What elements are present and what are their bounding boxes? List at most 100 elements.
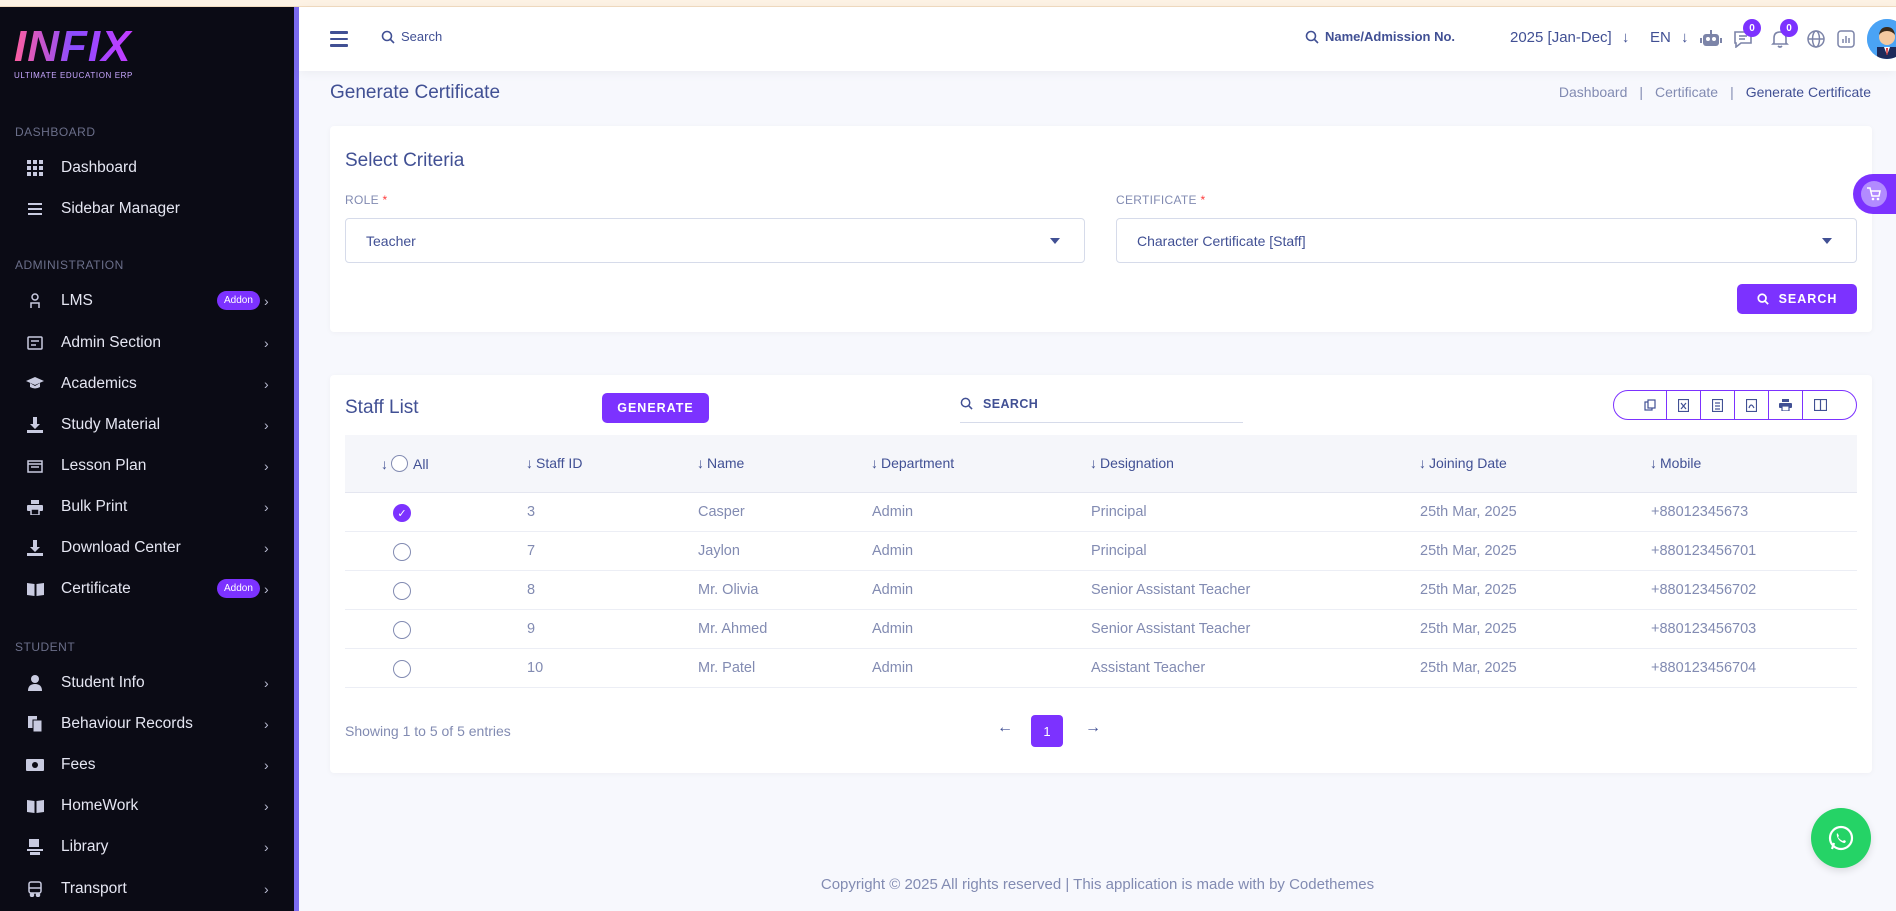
lesson-icon [26,457,44,475]
sidebar-item-dashboard[interactable]: Dashboard [0,150,290,186]
breadcrumb-separator: | [1730,84,1734,100]
download-icon [26,416,44,434]
header-search[interactable]: Search [381,29,442,44]
sidebar-item-transport[interactable]: Transport › [0,871,290,907]
chevron-right-icon: › [264,417,269,433]
bell-icon[interactable]: 0 [1768,19,1798,51]
table-search-input[interactable]: SEARCH [960,385,1243,423]
student-search[interactable]: Name/Admission No. [1305,29,1455,44]
cell-designation: Principal [1091,543,1147,559]
cell-mobile: +88012345673 [1651,504,1749,520]
column-all[interactable]: ↓ All [381,455,429,472]
table-header: ↓ All ↓ Staff ID ↓ Name ↓ Department ↓ D… [345,435,1857,493]
column-mobile[interactable]: ↓ Mobile [1650,455,1701,471]
language-label: EN [1650,29,1671,46]
column-name[interactable]: ↓ Name [697,455,744,471]
language-selector[interactable]: EN ↓ [1650,29,1689,46]
sidebar-item-label: Academics [61,375,137,392]
chevron-right-icon: › [264,293,269,309]
user-avatar[interactable] [1867,19,1896,59]
menu-icon [26,200,44,218]
cell-mobile: +880123456704 [1651,660,1757,676]
select-all-radio[interactable] [391,455,408,472]
sidebar-item-sidebar-manager[interactable]: Sidebar Manager [0,191,290,227]
sidebar-item-homework[interactable]: HomeWork › [0,788,290,824]
search-button-label: SEARCH [1778,292,1838,306]
generate-button[interactable]: GENERATE [602,393,709,423]
row-checkbox-checked[interactable]: ✓ [393,504,411,522]
sidebar-item-bulk-print[interactable]: Bulk Print › [0,489,290,525]
cell-joining-date: 25th Mar, 2025 [1420,582,1517,598]
hamburger-menu-icon[interactable] [330,31,348,51]
library-icon [26,838,44,856]
column-department[interactable]: ↓ Department [871,455,954,471]
session-selector[interactable]: 2025 [Jan-Dec] ↓ [1510,29,1629,46]
chevron-right-icon: › [264,716,269,732]
sidebar-item-admin-section[interactable]: Admin Section › [0,325,290,361]
sidebar-item-lms[interactable]: LMS Addon › [0,283,290,319]
sidebar-item-student-info[interactable]: Student Info › [0,665,290,701]
chevron-right-icon: › [264,458,269,474]
cell-mobile: +880123456703 [1651,621,1757,637]
next-page-arrow-icon[interactable]: → [1085,719,1101,736]
pdf-icon[interactable] [1735,391,1769,419]
table-row[interactable]: 9 Mr. Ahmed Admin Senior Assistant Teach… [345,610,1857,649]
money-icon [26,756,44,774]
breadcrumb-dashboard[interactable]: Dashboard [1558,84,1628,100]
prev-page-arrow-icon[interactable]: ← [997,719,1013,736]
print-icon[interactable] [1769,391,1803,419]
column-designation[interactable]: ↓ Designation [1090,455,1174,471]
whatsapp-icon [1828,825,1854,851]
row-checkbox[interactable] [393,543,411,561]
copy-icon[interactable] [1633,391,1667,419]
sidebar-item-lesson-plan[interactable]: Lesson Plan › [0,448,290,484]
logo[interactable]: INFIX ULTIMATE EDUCATION ERP [14,25,133,81]
chevron-right-icon: › [264,798,269,814]
breadcrumb-certificate[interactable]: Certificate [1655,84,1719,100]
cell-staff-id: 8 [527,582,536,598]
excel-icon[interactable] [1667,391,1701,419]
sidebar-item-academics[interactable]: Academics › [0,366,290,402]
lms-icon [26,292,44,310]
certificate-select[interactable]: Character Certificate [Staff] [1116,218,1857,263]
addon-badge: Addon [217,291,260,310]
chevron-right-icon: › [264,376,269,392]
chevron-right-icon: › [264,335,269,351]
reports-icon[interactable] [1834,27,1858,51]
row-checkbox[interactable] [393,582,411,600]
column-joining-date[interactable]: ↓ Joining Date [1419,455,1507,471]
staff-list-title: Staff List [345,397,419,418]
required-mark: * [382,193,388,207]
role-label-text: ROLE [345,193,379,207]
cell-designation: Senior Assistant Teacher [1091,582,1251,598]
sidebar-item-certificate[interactable]: Certificate Addon › [0,571,290,607]
whatsapp-button[interactable] [1811,808,1871,868]
sidebar-item-download-center[interactable]: Download Center › [0,530,290,566]
globe-icon[interactable] [1804,27,1828,51]
sidebar-item-behaviour-records[interactable]: Behaviour Records › [0,706,290,742]
search-button[interactable]: SEARCH [1737,284,1857,314]
sidebar-item-study-material[interactable]: Study Material › [0,407,290,443]
role-select[interactable]: Teacher [345,218,1085,263]
sidebar-item-fees[interactable]: Fees › [0,747,290,783]
row-checkbox[interactable] [393,621,411,639]
sidebar-item-label: Lesson Plan [61,457,147,474]
breadcrumb-current: Generate Certificate [1745,84,1871,100]
table-row[interactable]: 7 Jaylon Admin Principal 25th Mar, 2025 … [345,532,1857,571]
table-row[interactable]: ✓ 3 Casper Admin Principal 25th Mar, 202… [345,493,1857,532]
robot-icon[interactable] [1699,27,1723,51]
csv-icon[interactable] [1701,391,1735,419]
certificate-label-text: CERTIFICATE [1116,193,1197,207]
sidebar-scrollbar[interactable] [294,7,299,911]
column-staff-id[interactable]: ↓ Staff ID [526,455,582,471]
row-checkbox[interactable] [393,660,411,678]
floating-cart-button[interactable] [1853,174,1896,214]
page-number-current[interactable]: 1 [1031,715,1063,747]
notifications-badge: 0 [1780,19,1798,37]
sidebar-item-library[interactable]: Library › [0,829,290,865]
table-row[interactable]: 10 Mr. Patel Admin Assistant Teacher 25t… [345,649,1857,688]
columns-icon[interactable] [1803,391,1837,419]
table-row[interactable]: 8 Mr. Olivia Admin Senior Assistant Teac… [345,571,1857,610]
chevron-right-icon: › [264,540,269,556]
messages-icon[interactable]: 0 [1731,19,1761,51]
